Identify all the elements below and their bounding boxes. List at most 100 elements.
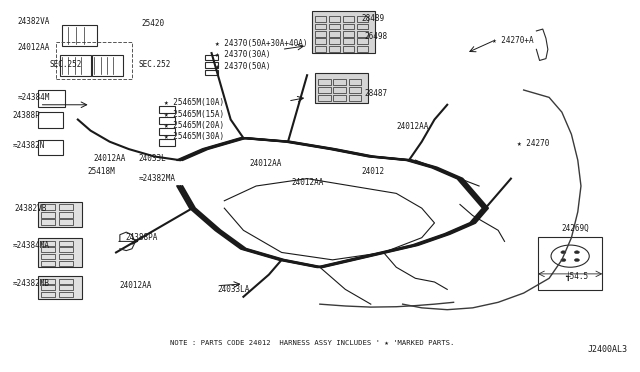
Text: 24012AA: 24012AA [119, 281, 152, 290]
Bar [343, 46, 354, 52]
Text: ≂24382MA: ≂24382MA [138, 174, 175, 183]
Bar [41, 260, 55, 266]
Bar [329, 38, 340, 44]
Bar [38, 112, 63, 128]
Text: NOTE : PARTS CODE 24012  HARNESS ASSY INCLUDES ' ★ 'MARKED PARTS.: NOTE : PARTS CODE 24012 HARNESS ASSY INC… [170, 340, 454, 346]
Bar [41, 285, 55, 291]
Bar [349, 78, 361, 85]
Text: ★ 25465M(15A): ★ 25465M(15A) [164, 109, 224, 119]
Bar [318, 95, 331, 102]
Text: 24388PA: 24388PA [125, 233, 158, 242]
Bar [59, 285, 73, 291]
Text: 25420: 25420 [141, 19, 164, 28]
Text: 26498: 26498 [364, 32, 388, 41]
Text: 28489: 28489 [361, 13, 385, 22]
Bar [159, 128, 175, 135]
Bar [41, 241, 55, 246]
Text: ★ 25465M(10A): ★ 25465M(10A) [164, 99, 224, 108]
Bar [59, 279, 73, 284]
Bar [318, 78, 331, 85]
Bar [318, 87, 331, 93]
Bar [329, 46, 340, 52]
Bar [333, 78, 346, 85]
Text: ★ 24370(50A): ★ 24370(50A) [215, 61, 270, 71]
Text: SEC.252: SEC.252 [138, 60, 171, 69]
Bar [41, 212, 55, 218]
Bar [41, 247, 55, 253]
Bar [333, 95, 346, 102]
Bar [59, 260, 73, 266]
Bar [329, 31, 340, 37]
Bar [60, 55, 90, 76]
Bar [356, 38, 368, 44]
Bar [349, 87, 361, 93]
Bar [59, 205, 73, 211]
Bar [329, 23, 340, 29]
Text: ≂24382N: ≂24382N [13, 141, 45, 150]
Bar [38, 276, 82, 299]
Bar [315, 16, 326, 22]
Bar [356, 46, 368, 52]
Text: 28487: 28487 [364, 89, 388, 98]
Bar [205, 70, 218, 75]
Text: ╅54.5: ╅54.5 [565, 272, 588, 281]
Bar [343, 16, 354, 22]
Text: 24033LA: 24033LA [218, 285, 250, 294]
Bar [41, 219, 55, 225]
Text: 24012AA: 24012AA [93, 154, 126, 163]
Bar [343, 38, 354, 44]
Text: ≂24384M: ≂24384M [17, 93, 50, 102]
Bar [205, 55, 218, 61]
Bar [41, 205, 55, 211]
Bar [315, 31, 326, 37]
Bar [59, 247, 73, 253]
Bar [312, 11, 374, 53]
Bar [538, 237, 602, 290]
Bar [315, 38, 326, 44]
Circle shape [561, 251, 566, 254]
Bar [316, 73, 367, 103]
Bar [38, 90, 65, 107]
Bar [343, 23, 354, 29]
Bar [356, 23, 368, 29]
Text: ★ 25465M(20A): ★ 25465M(20A) [164, 121, 224, 129]
Text: 24388P: 24388P [13, 111, 40, 121]
Bar [159, 139, 175, 146]
Text: SEC.252: SEC.252 [49, 60, 81, 69]
Bar [41, 279, 55, 284]
Bar [56, 42, 132, 79]
Bar [38, 238, 82, 267]
Bar [38, 202, 82, 227]
Text: ≂24382MB: ≂24382MB [13, 279, 50, 288]
Text: ★ 24270: ★ 24270 [517, 139, 550, 148]
Text: ≂24384MA: ≂24384MA [13, 241, 50, 250]
Bar [59, 212, 73, 218]
Bar [315, 46, 326, 52]
Text: ★ 24270+A: ★ 24270+A [492, 36, 533, 45]
Text: 24382VB: 24382VB [14, 203, 47, 213]
Bar [205, 62, 218, 68]
Text: 25418M: 25418M [88, 167, 115, 176]
Text: ★ 25465M(30A): ★ 25465M(30A) [164, 132, 224, 141]
Text: 24012AA: 24012AA [396, 122, 429, 131]
Bar [333, 87, 346, 93]
Bar [315, 23, 326, 29]
Text: ★ 24370(50A+30A+40A): ★ 24370(50A+30A+40A) [215, 39, 307, 48]
Bar [62, 25, 97, 46]
Bar [92, 55, 123, 76]
Text: 24012: 24012 [361, 167, 385, 176]
Bar [41, 292, 55, 297]
Bar [41, 254, 55, 259]
Circle shape [574, 259, 579, 262]
Circle shape [574, 251, 579, 254]
Bar [159, 106, 175, 113]
Bar [159, 116, 175, 124]
Bar [59, 254, 73, 259]
Text: 24033L: 24033L [138, 154, 166, 163]
Bar [38, 140, 63, 155]
Bar [59, 219, 73, 225]
Text: J2400AL3: J2400AL3 [588, 345, 627, 354]
Bar [343, 31, 354, 37]
Bar [59, 292, 73, 297]
Circle shape [561, 259, 566, 262]
